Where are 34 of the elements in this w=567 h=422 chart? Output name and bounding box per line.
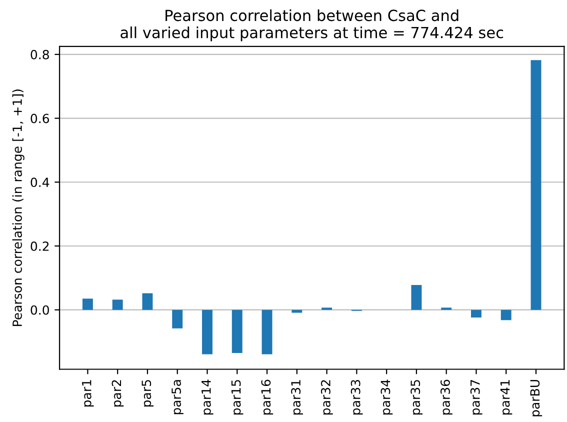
x-tick-label: par36 [440,380,452,414]
bar [470,310,482,318]
x-tick-label: par16 [261,380,274,414]
x-tick-label: par41 [500,380,512,414]
chart-title: Pearson correlation between CsaC and all varied input parameters at time = 774.424 sec [120,9,504,42]
x-tick-label: par34 [380,380,393,414]
x-tick-label: par5a [172,380,184,414]
x-tick-label: par31 [291,380,303,414]
x-tick-label: par32 [320,380,333,414]
bar [202,310,212,354]
bar [232,310,242,353]
bar [172,310,183,328]
x-tick-label: par2 [112,380,124,407]
x-tick-label: par33 [350,380,363,414]
x-tick-label: par5 [142,380,154,407]
x-tick-label: par37 [470,380,482,414]
x-tick-label: parBU [530,380,542,416]
bar [82,298,93,310]
y-axis-title: Pearson correlation (in range [-1, +1]) [12,90,24,326]
y-tick-label: 0.6 [30,114,50,124]
bar [112,300,123,310]
y-tick-label: 0.2 [30,241,49,251]
x-tick-label: par15 [231,380,244,414]
bar [411,284,422,310]
x-tick-label: par1 [82,380,94,407]
x-tick-label: par14 [202,380,214,414]
bar [530,60,542,310]
bar [142,293,153,310]
bar [500,310,512,320]
y-tick-label: 0.8 [30,50,49,60]
bar [262,310,272,354]
y-tick-label: 0.0 [30,305,49,315]
x-tick-label: par35 [410,380,422,414]
y-tick-label: 0.4 [30,178,50,188]
